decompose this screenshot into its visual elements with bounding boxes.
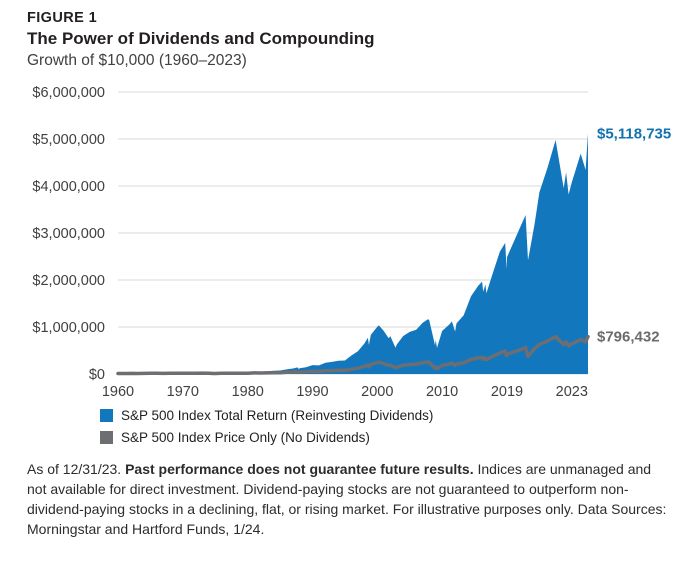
footnote-bold-text: Past performance does not guarantee futu…	[125, 461, 474, 477]
chart-subtitle: Growth of $10,000 (1960–2023)	[27, 52, 247, 69]
legend-swatch-total-return-icon	[100, 409, 113, 422]
y-axis-label: $2,000,000	[32, 273, 105, 289]
price-only-line	[116, 334, 590, 376]
x-axis-label: 1970	[167, 384, 199, 400]
total-return-area	[118, 133, 588, 374]
y-axis-label: $0	[89, 367, 105, 383]
footnote: As of 12/31/23. Past performance does no…	[27, 459, 667, 539]
x-axis-label: 2023	[556, 384, 588, 400]
legend-label-total-return: S&P 500 Index Total Return (Reinvesting …	[121, 408, 434, 423]
price-only-end-label: $796,432	[597, 329, 660, 346]
y-axis-label: $3,000,000	[32, 226, 105, 242]
chart-legend: S&P 500 Index Total Return (Reinvesting …	[100, 408, 697, 445]
x-axis-label: 1960	[102, 384, 134, 400]
chart-title: The Power of Dividends and Compounding	[27, 29, 375, 48]
y-axis-label: $1,000,000	[32, 320, 105, 336]
legend-item-total-return: S&P 500 Index Total Return (Reinvesting …	[100, 408, 697, 423]
footnote-text: As of 12/31/23.	[27, 461, 126, 477]
x-axis-label: 2019	[491, 384, 523, 400]
legend-item-price-only: S&P 500 Index Price Only (No Dividends)	[100, 430, 697, 445]
legend-label-price-only: S&P 500 Index Price Only (No Dividends)	[121, 430, 370, 445]
footnote-text: Indices are unmanaged and not available …	[27, 461, 667, 537]
x-axis-label: 2010	[426, 384, 458, 400]
total-return-end-label: $5,118,735	[597, 125, 671, 142]
chart-header: FIGURE 1 The Power of Dividends and Comp…	[0, 0, 697, 70]
y-axis-label: $4,000,000	[32, 179, 105, 195]
x-axis-label: 1980	[232, 384, 264, 400]
growth-chart: $0 $1,000,000 $2,000,000 $3,000,000 $4,000,0…	[32, 85, 671, 400]
x-axis-label: 1990	[296, 384, 328, 400]
y-axis-label: $5,000,000	[32, 132, 105, 148]
legend-swatch-price-only-icon	[100, 431, 113, 444]
figure-label: FIGURE 1	[27, 10, 98, 26]
x-axis-label: 2000	[361, 384, 393, 400]
y-axis-label: $6,000,000	[32, 85, 105, 101]
